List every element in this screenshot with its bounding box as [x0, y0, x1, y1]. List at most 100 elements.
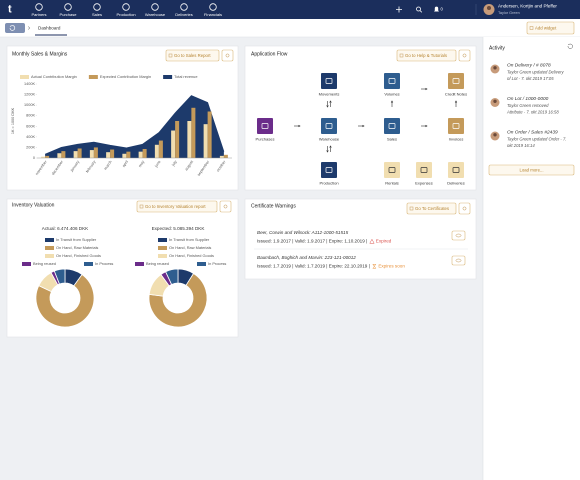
bar [175, 121, 180, 158]
button[interactable]: Add widget [526, 21, 575, 35]
legend-swatch [158, 238, 167, 242]
flow-node[interactable]: Sales [384, 118, 400, 142]
history-button[interactable] [5, 23, 25, 33]
icon [223, 204, 228, 209]
icon-button[interactable] [458, 49, 471, 62]
nav-bar [0, 0, 580, 19]
view-frame [451, 255, 466, 266]
widget-title: Application Flow [251, 51, 288, 57]
flow-node[interactable]: Rentals [384, 162, 400, 186]
chart-title: Monthly Sales & Margins [12, 51, 68, 57]
icon-button-frame [221, 49, 234, 62]
button[interactable]: Go to Sales Report [165, 49, 220, 62]
flow-glyph [388, 167, 396, 173]
legend-swatch [158, 246, 167, 250]
tab[interactable]: Dashboard [35, 26, 67, 36]
nav-item[interactable]: Financials [204, 3, 222, 17]
bar [57, 153, 62, 158]
certificate-name: Beer, Corwin and Wilsock: A112-1000-5151… [257, 230, 349, 235]
nav-item[interactable]: Deliveries [175, 3, 193, 17]
activity-title: Activity [489, 45, 505, 51]
button-label: Go to Sales Report [174, 53, 211, 58]
legend-label: On Hand, Raw Materials [56, 245, 98, 250]
nav-item[interactable]: Partners [31, 3, 47, 17]
y-tick-label: 200K [26, 145, 35, 149]
bar [77, 148, 82, 158]
button[interactable]: Go to Inventory Valuation report [136, 200, 218, 213]
load-more-label: Load more... [519, 167, 543, 172]
arrow-head [425, 87, 428, 91]
bar [106, 152, 111, 158]
bar [61, 151, 66, 158]
bar [142, 149, 147, 158]
flow-node[interactable]: Purchases [256, 118, 275, 142]
icon-button[interactable] [221, 49, 234, 62]
y-tick-label: 1200K [24, 93, 35, 97]
flow-node[interactable]: Warehouse [319, 118, 340, 142]
load-more[interactable]: Load more... [488, 164, 575, 176]
nav-icon [122, 3, 130, 11]
x-tick-label: july [171, 160, 178, 168]
certificate-status: Expires soon [378, 264, 405, 269]
magnifier [416, 6, 421, 12]
legend-label: In Process [208, 261, 226, 266]
hourglass-icon [372, 264, 377, 269]
certificate-dates: Issued: 1.7.2019 | Valid: 1.7.2019 | Exp… [257, 264, 370, 269]
flow-node[interactable]: Invoices [448, 118, 464, 142]
pie-slice [53, 268, 66, 285]
nav-label: Sales [92, 12, 102, 17]
button-label: Add widget [535, 25, 557, 30]
flow-glyph [452, 123, 460, 129]
nav-item[interactable]: Sales [92, 3, 102, 17]
history-arrow [9, 25, 16, 31]
flow-label: Rentals [385, 181, 399, 186]
flow-node[interactable]: Volumes [384, 73, 400, 97]
flow-icon [321, 118, 337, 134]
icon [462, 206, 467, 211]
flow-icon [448, 162, 464, 178]
card [6, 198, 239, 338]
search-icon[interactable] [416, 6, 423, 13]
button-label: Go To Certificates [415, 206, 449, 211]
nav-item[interactable]: Warehouse [145, 3, 166, 17]
flow-node[interactable]: Expenses [415, 162, 433, 186]
widget-title: Certificate Warnings [251, 203, 296, 209]
icon-button[interactable] [219, 200, 232, 213]
icon [225, 53, 230, 58]
legend-swatch [20, 75, 29, 79]
nav-icon [151, 3, 159, 11]
button-label: Go to Help & Tutorials [405, 53, 447, 58]
add-icon[interactable] [396, 6, 402, 13]
bar [191, 107, 196, 158]
nav-item[interactable]: Production [116, 3, 136, 17]
nav-label: Production [116, 12, 135, 17]
flow-icon [448, 118, 464, 134]
notifications[interactable]: 0 [434, 6, 444, 12]
chart-title: Actual: 6.474.406 DKK [42, 226, 89, 231]
icon-button[interactable] [458, 202, 471, 215]
view-button[interactable] [451, 230, 466, 241]
arrow-head [390, 100, 394, 103]
button[interactable]: Go to Help & Tutorials [396, 49, 457, 62]
user-menu[interactable]: Andersen, Kortjin and Pfeffer Taylor Gree… [483, 4, 558, 15]
flow-icon [416, 162, 432, 178]
activity-entry-text: Attribute - 7. okt 2019 16:58 [506, 110, 559, 115]
button[interactable]: Go To Certificates [406, 202, 457, 215]
nav-item[interactable]: Purchase [60, 3, 78, 17]
activity-panel [483, 37, 580, 480]
user-name: Taylor Green [498, 11, 520, 15]
plus [396, 6, 402, 13]
activity-entry-text: Taylor Green updated Delivery [507, 70, 565, 75]
flow-icon [321, 73, 337, 89]
certificate-status: Expired [376, 239, 392, 244]
pie-slice [35, 273, 95, 328]
nav-icon [35, 3, 43, 11]
button-frame [165, 49, 220, 62]
flow-node[interactable]: Deliveries [447, 162, 465, 186]
flow-node[interactable]: Production [319, 162, 339, 186]
chart-title: Expected: 5.085.394 DKK [152, 226, 206, 231]
view-button[interactable] [451, 255, 466, 266]
flow-node[interactable]: Movements [319, 73, 340, 97]
flow-node[interactable]: Credit Notes [445, 73, 467, 97]
